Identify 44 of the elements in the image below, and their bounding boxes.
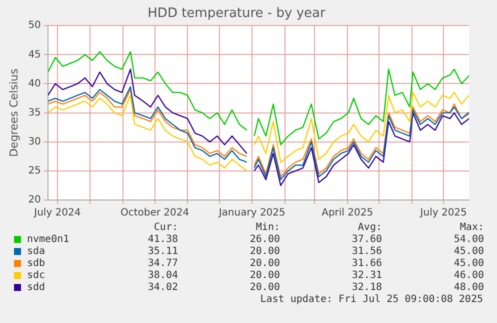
x-tick-label: July 2024 [33,208,81,219]
text: 38.04 [146,270,178,281]
text: 31.56 [350,246,382,257]
text: Avg: [356,222,382,233]
legend-label: sdb [27,258,46,269]
text: 45.00 [452,258,484,269]
legend-label: sdd [27,282,46,293]
text: 54.00 [452,234,484,245]
x-tick-label: January 2025 [218,208,286,219]
y-axis-title: Degrees Celsius [7,68,20,157]
text: 26.00 [248,234,280,245]
text: 41.38 [146,234,178,245]
text: Max: [458,222,484,233]
text: Cur: [152,222,178,233]
x-tick-label: October 2024 [120,208,190,219]
y-tick-label: 25 [28,166,41,177]
chart-title: HDD temperature - by year [148,6,326,22]
text: 34.77 [146,258,178,269]
text: 48.00 [452,282,484,293]
text: 45.00 [452,246,484,257]
text: 35.11 [146,246,178,257]
text: 20.00 [248,258,280,269]
legend-label: sda [27,246,46,257]
y-tick-label: 35 [28,107,41,118]
y-tick-label: 30 [28,136,41,148]
text: 20.00 [248,246,280,257]
legend-label: nvme0n1 [27,234,70,245]
text: 32.18 [350,282,382,293]
y-tick-label: 50 [28,20,41,32]
text: Min: [254,222,280,233]
x-tick-label: July 2025 [419,208,467,219]
y-tick-label: 20 [28,194,41,206]
text: 32.31 [350,270,382,281]
text: Last update: Fri Jul 25 09:00:08 2025 [260,294,483,305]
text: 34.02 [146,282,178,293]
text: 46.00 [452,270,484,281]
y-tick-label: 45 [28,49,41,60]
x-tick-label: April 2025 [322,208,374,219]
y-tick-label: 40 [28,78,41,90]
text: 31.66 [350,258,382,269]
text: 37.60 [350,234,382,245]
legend-label: sdc [27,270,46,281]
text: 20.00 [248,282,280,293]
text: 20.00 [248,270,280,281]
